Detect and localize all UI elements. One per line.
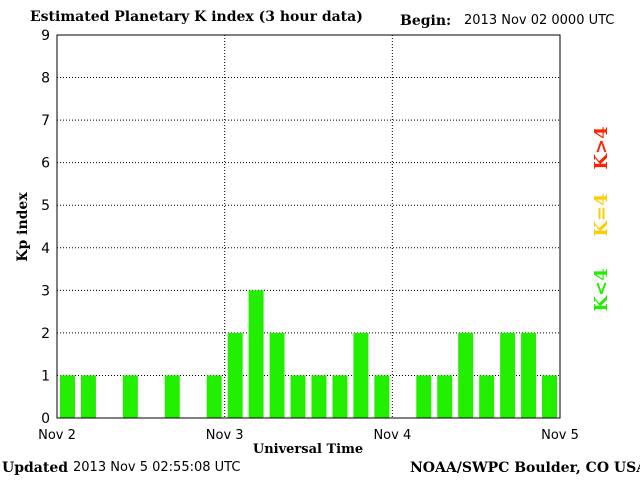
kp-bar — [269, 332, 285, 418]
plot-frame — [56, 34, 561, 419]
y-tick-label: 2 — [41, 326, 50, 342]
legend-k-less-4: K<4 — [591, 268, 612, 311]
y-tick-labels: 0 1 2 3 4 5 6 7 8 9 — [41, 28, 50, 427]
grid-lines — [57, 35, 560, 418]
y-tick-label: 7 — [41, 113, 50, 129]
y-tick-label: 0 — [41, 411, 50, 427]
kp-bar — [60, 375, 75, 418]
kp-bar — [374, 375, 390, 418]
y-tick-label: 1 — [41, 368, 50, 384]
kp-bar — [479, 375, 495, 418]
kp-bar — [80, 375, 96, 418]
x-tick-label: Nov 2 — [38, 428, 76, 443]
y-tick-label: 9 — [41, 28, 50, 44]
kp-bar — [353, 332, 369, 418]
y-tick-label: 5 — [41, 198, 50, 214]
kp-bar — [248, 290, 264, 418]
x-tick-labels: Nov 2 Nov 3 Nov 4 Nov 5 — [38, 428, 579, 443]
kp-bar — [437, 375, 453, 418]
kp-bar — [542, 375, 557, 418]
kp-bar — [311, 375, 327, 418]
chart-title: Estimated Planetary K index (3 hour data… — [30, 9, 363, 25]
updated-timestamp: 2013 Nov 5 02:55:08 UTC — [73, 460, 241, 475]
x-tick-label: Nov 3 — [206, 428, 244, 443]
x-tick-label: Nov 4 — [373, 428, 411, 443]
kp-bar — [521, 332, 537, 418]
y-tick-label: 4 — [41, 241, 50, 257]
legend-k-greater-4: K>4 — [591, 126, 612, 169]
y-tick-label: 6 — [41, 156, 50, 172]
kp-bar — [458, 332, 474, 418]
y-axis-label: Kp index — [15, 192, 31, 262]
begin-value: 2013 Nov 02 0000 UTC — [464, 13, 615, 28]
kp-bar — [416, 375, 432, 418]
x-axis-label: Universal Time — [253, 442, 363, 457]
legend-k-equals-4: K=4 — [591, 193, 612, 236]
kp-bar — [290, 375, 306, 418]
y-tick-label: 3 — [41, 283, 50, 299]
kp-bar — [122, 375, 138, 418]
source-credit: NOAA/SWPC Boulder, CO USA — [410, 460, 640, 476]
kp-bar — [500, 332, 516, 418]
bars — [60, 290, 557, 418]
x-tick-label: Nov 5 — [541, 428, 579, 443]
kp-bar — [164, 375, 180, 418]
kp-bar — [332, 375, 348, 418]
kp-bar — [206, 375, 222, 418]
y-tick-label: 8 — [41, 71, 50, 87]
begin-label: Begin: — [400, 13, 452, 29]
kp-bar — [227, 332, 243, 418]
updated-label: Updated — [2, 460, 69, 476]
